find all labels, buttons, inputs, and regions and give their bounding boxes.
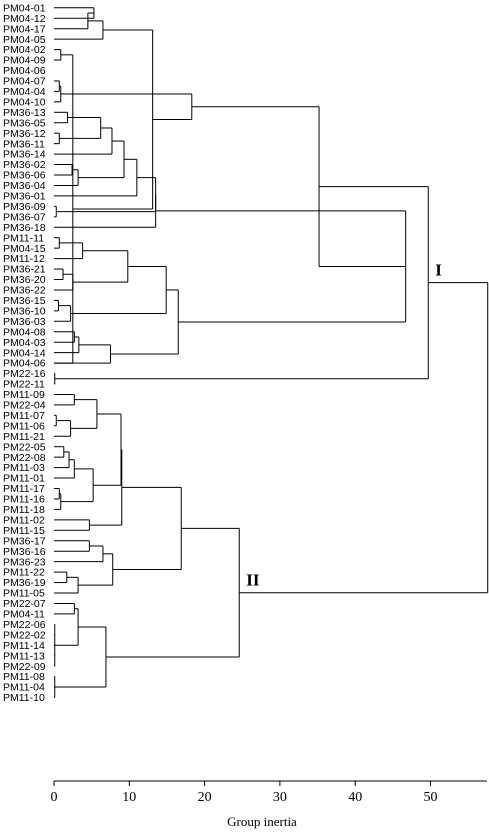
leaf-label: PM11-09 bbox=[3, 389, 45, 401]
leaf-label: PM36-21 bbox=[3, 264, 46, 276]
leaf-label: PM11-13 bbox=[3, 650, 45, 662]
leaf-label: PM11-14 bbox=[3, 640, 45, 652]
leaf-label: PM11-04 bbox=[3, 682, 45, 694]
leaf-label: PM04-17 bbox=[3, 23, 46, 35]
leaf-label: PM22-09 bbox=[3, 661, 46, 673]
leaf-label: PM11-02 bbox=[3, 514, 45, 526]
leaf-label: PM36-15 bbox=[3, 295, 46, 307]
x-axis-title: Group inertia bbox=[227, 814, 297, 829]
leaf-label: PM22-05 bbox=[3, 441, 46, 453]
leaf-label: PM04-06 bbox=[3, 65, 46, 77]
x-tick-label: 30 bbox=[273, 790, 287, 805]
leaf-label: PM36-06 bbox=[3, 170, 46, 182]
leaf-label: PM11-18 bbox=[3, 504, 45, 516]
leaf-label: PM36-10 bbox=[3, 305, 46, 317]
x-axis-ticks: 0 10 20 30 40 50 bbox=[51, 781, 438, 805]
leaf-label: PM04-01 bbox=[3, 2, 46, 14]
leaf-label: PM36-17 bbox=[3, 535, 46, 547]
leaf-label: PM36-01 bbox=[3, 191, 46, 203]
leaf-label: PM04-09 bbox=[3, 55, 46, 67]
leaf-label: PM36-14 bbox=[3, 149, 46, 161]
leaf-label: PM36-07 bbox=[3, 211, 46, 223]
leaf-labels: PM04-01PM04-12PM04-17PM04-05PM04-02PM04-… bbox=[3, 2, 46, 704]
leaf-label: PM04-14 bbox=[3, 347, 46, 359]
leaf-label: PM11-01 bbox=[3, 473, 45, 485]
x-tick-label: 50 bbox=[424, 790, 438, 805]
leaf-label: PM22-07 bbox=[3, 598, 46, 610]
leaf-label: PM36-19 bbox=[3, 577, 46, 589]
leaf-label: PM36-13 bbox=[3, 107, 46, 119]
leaf-label: PM04-06 bbox=[3, 358, 46, 370]
leaf-label: PM04-04 bbox=[3, 86, 46, 98]
leaf-label: PM04-15 bbox=[3, 243, 46, 255]
leaf-label: PM22-06 bbox=[3, 619, 46, 631]
leaf-label: PM04-11 bbox=[3, 609, 45, 621]
leaf-label: PM11-15 bbox=[3, 525, 45, 537]
leaf-label: PM36-02 bbox=[3, 159, 46, 171]
cluster-label: II bbox=[246, 571, 260, 590]
leaf-label: PM22-02 bbox=[3, 629, 46, 641]
leaf-label: PM11-10 bbox=[3, 692, 45, 704]
x-tick-label: 40 bbox=[348, 790, 362, 805]
leaf-label: PM04-05 bbox=[3, 34, 46, 46]
dendrogram-branches bbox=[54, 7, 489, 698]
leaf-label: PM36-22 bbox=[3, 285, 46, 297]
leaf-label: PM04-03 bbox=[3, 337, 46, 349]
leaf-label: PM36-12 bbox=[3, 128, 46, 140]
leaf-label: PM11-17 bbox=[3, 483, 45, 495]
leaf-label: PM11-05 bbox=[3, 588, 45, 600]
leaf-label: PM11-08 bbox=[3, 671, 45, 683]
leaf-label: PM22-08 bbox=[3, 452, 46, 464]
leaf-label: PM36-20 bbox=[3, 274, 46, 286]
leaf-label: PM36-04 bbox=[3, 180, 46, 192]
leaf-label: PM11-11 bbox=[3, 232, 44, 244]
leaf-label: PM04-07 bbox=[3, 76, 46, 88]
leaf-label: PM04-08 bbox=[3, 326, 46, 338]
leaf-label: PM36-09 bbox=[3, 201, 46, 213]
leaf-label: PM04-02 bbox=[3, 44, 46, 56]
cluster-label: I bbox=[435, 261, 442, 280]
leaf-label: PM04-12 bbox=[3, 13, 46, 25]
leaf-label: PM22-04 bbox=[3, 400, 46, 412]
leaf-label: PM11-12 bbox=[3, 253, 45, 265]
leaf-label: PM11-07 bbox=[3, 410, 45, 422]
x-tick-label: 0 bbox=[51, 790, 58, 805]
leaf-label: PM36-23 bbox=[3, 556, 46, 568]
leaf-label: PM11-21 bbox=[3, 431, 45, 443]
leaf-label: PM36-03 bbox=[3, 316, 46, 328]
leaf-label: PM36-16 bbox=[3, 546, 46, 558]
cluster-labels: III bbox=[246, 261, 442, 590]
x-tick-label: 10 bbox=[122, 790, 136, 805]
leaf-label: PM22-16 bbox=[3, 368, 46, 380]
leaf-label: PM11-22 bbox=[3, 567, 45, 579]
x-axis: 0 10 20 30 40 50 Group inertia bbox=[51, 780, 487, 829]
leaf-label: PM11-03 bbox=[3, 462, 45, 474]
leaf-label: PM22-11 bbox=[3, 379, 45, 391]
leaf-label: PM11-16 bbox=[3, 494, 45, 506]
leaf-label: PM36-05 bbox=[3, 117, 46, 129]
x-tick-label: 20 bbox=[198, 790, 212, 805]
leaf-label: PM36-11 bbox=[3, 138, 45, 150]
leaf-label: PM11-06 bbox=[3, 420, 45, 432]
leaf-label: PM36-18 bbox=[3, 222, 46, 234]
leaf-label: PM04-10 bbox=[3, 96, 46, 108]
